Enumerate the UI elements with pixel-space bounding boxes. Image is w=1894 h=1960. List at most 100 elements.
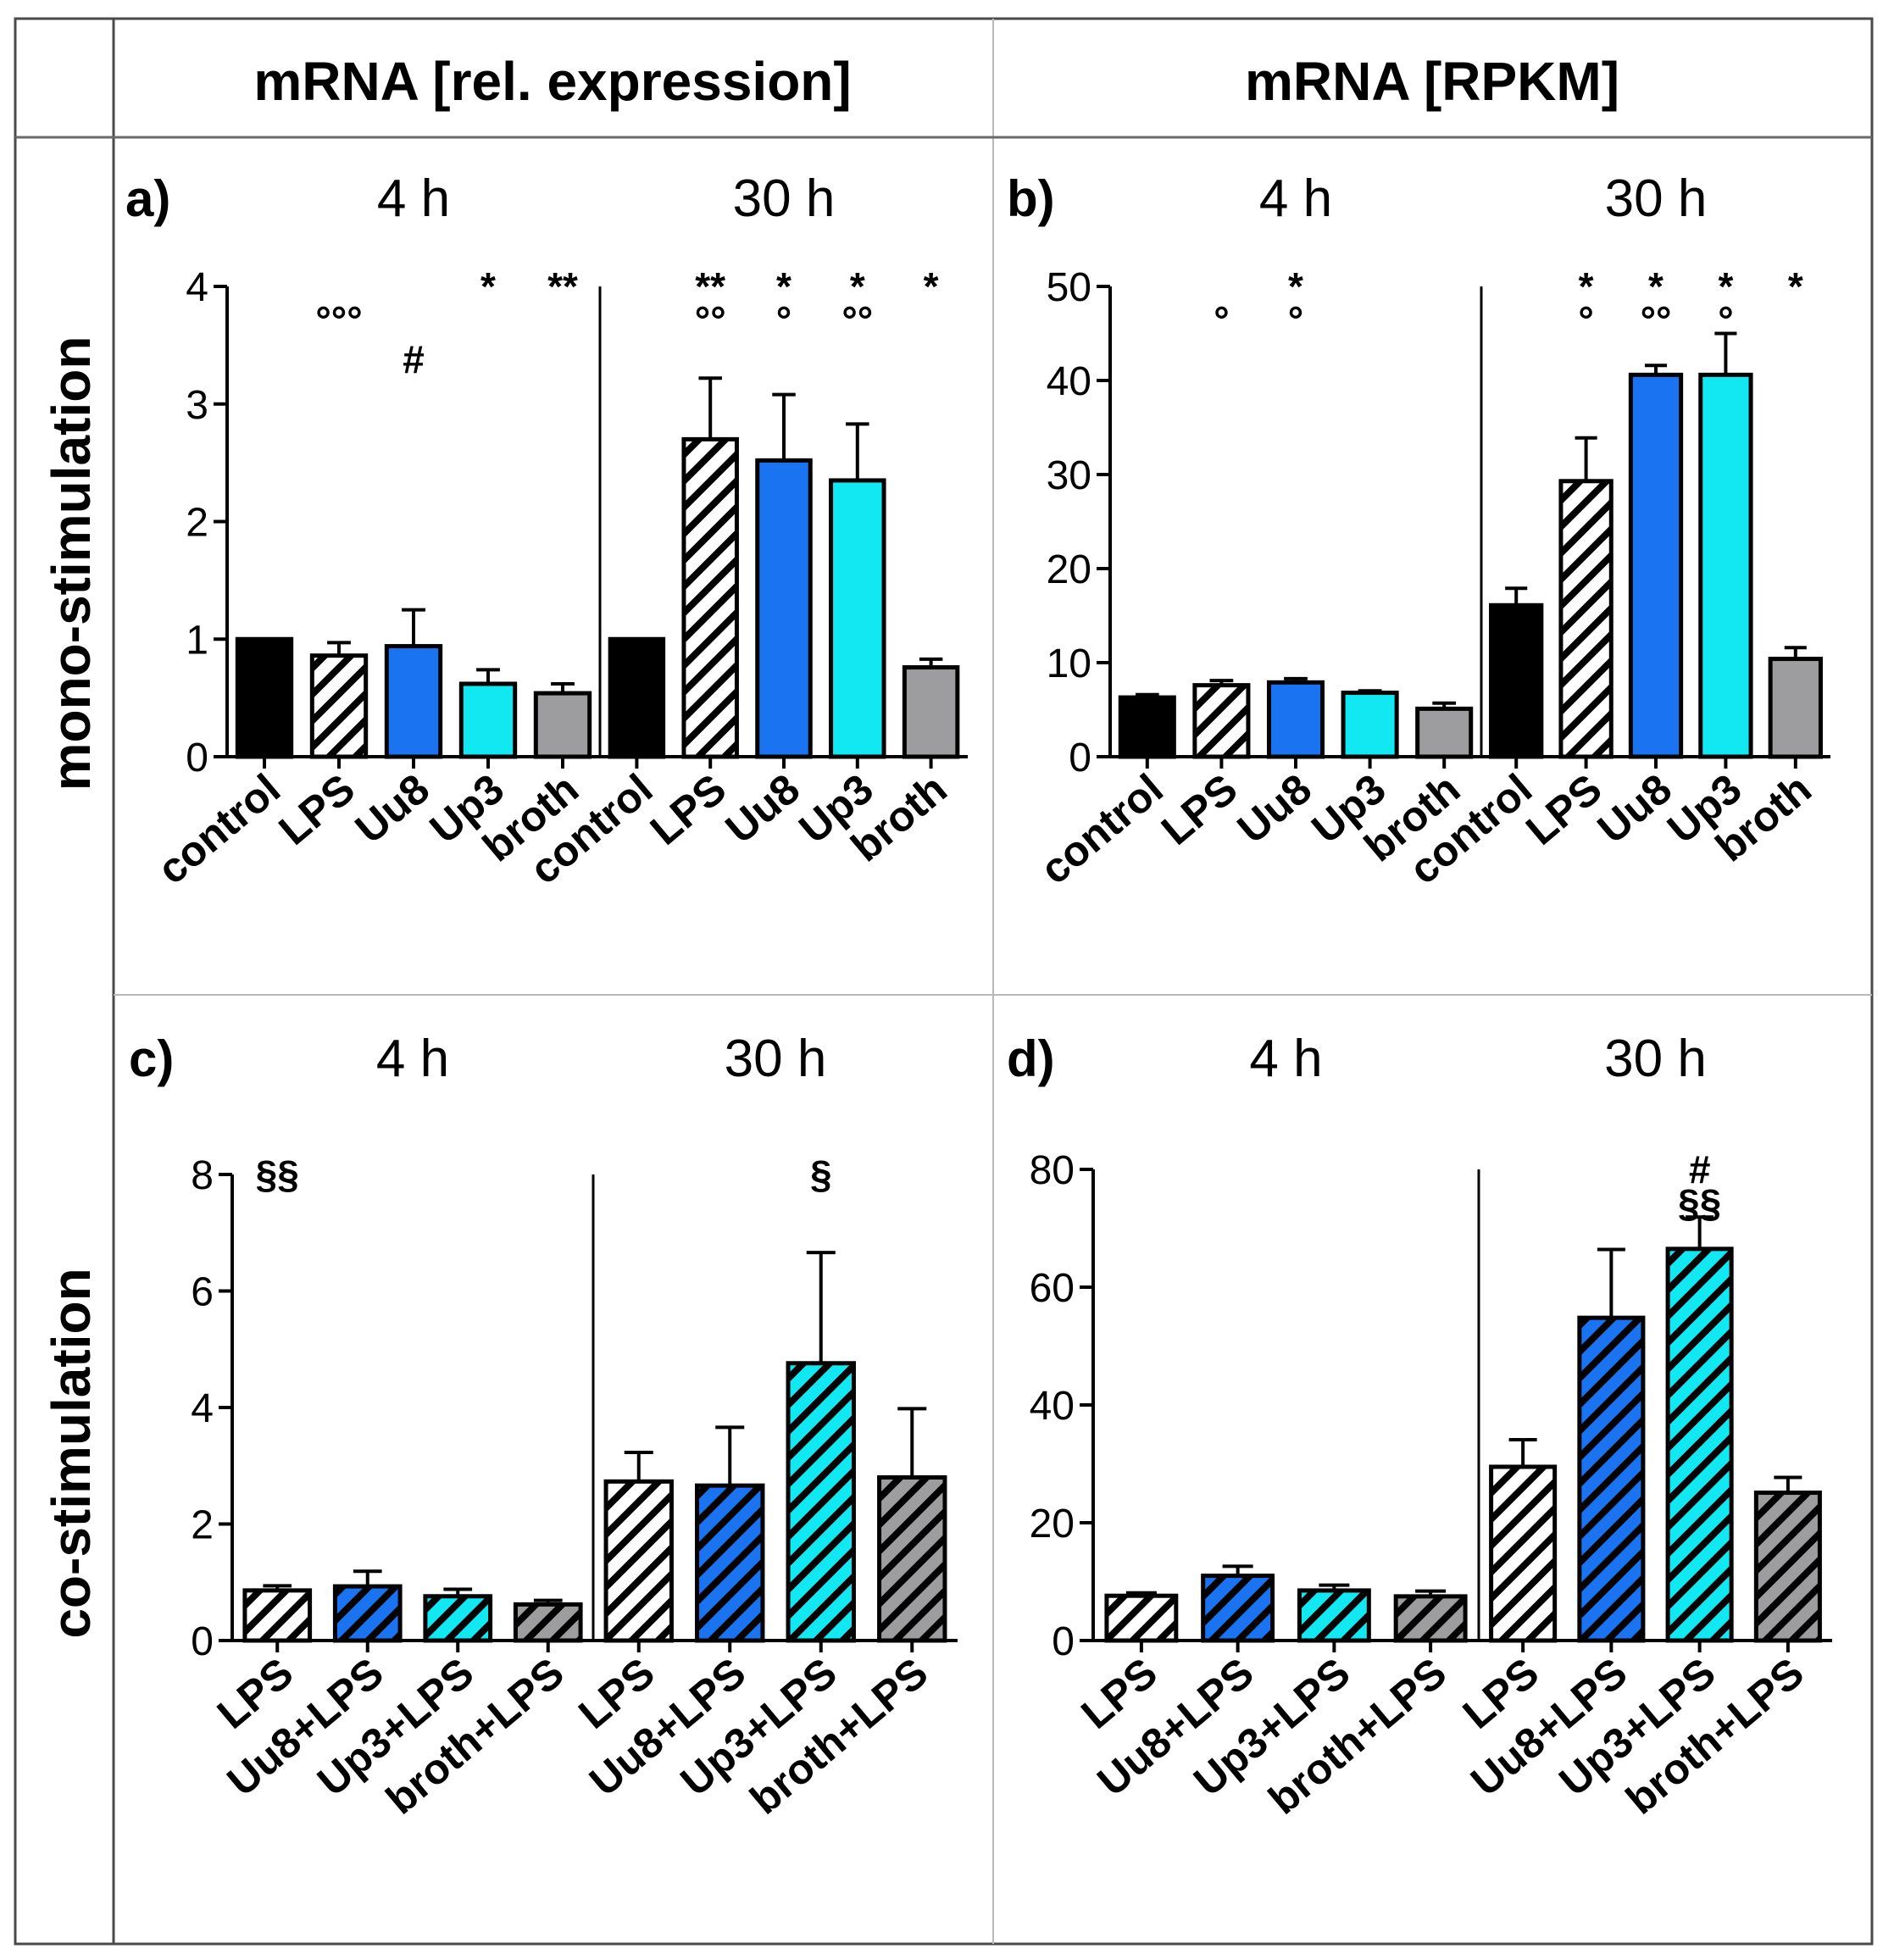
significance-marker: * bbox=[1288, 264, 1303, 308]
column-header-rpkm: mRNA [RPKM] bbox=[1245, 51, 1619, 112]
y-tick-label: 30 bbox=[1047, 453, 1091, 498]
significance-marker: * bbox=[1788, 264, 1803, 308]
x-category-label: Uu8 bbox=[1229, 765, 1320, 853]
y-tick-label: 2 bbox=[186, 501, 208, 546]
significance-marker: §§ bbox=[256, 1152, 299, 1197]
bar bbox=[235, 636, 294, 759]
table-frame bbox=[14, 17, 1874, 1946]
bar bbox=[877, 1475, 947, 1643]
row-header-mono-stimulation: mono-stimulation bbox=[41, 336, 102, 791]
column-header-rel-expression: mRNA [rel. expression] bbox=[253, 51, 851, 112]
panel-label: a) bbox=[125, 170, 170, 227]
bar bbox=[458, 681, 518, 759]
significance-marker: °° bbox=[1641, 298, 1672, 342]
y-tick-label: 0 bbox=[191, 1619, 214, 1664]
bar bbox=[242, 1588, 313, 1643]
significance-marker: * bbox=[1648, 264, 1663, 308]
y-tick-label: 80 bbox=[1030, 1148, 1075, 1193]
bar bbox=[1628, 372, 1684, 759]
bar bbox=[681, 436, 739, 759]
y-tick-label: 10 bbox=[1047, 641, 1091, 686]
significance-marker: ° bbox=[1214, 298, 1229, 342]
bar bbox=[1489, 602, 1544, 759]
panel-label: c) bbox=[129, 1030, 174, 1087]
panel-label: d) bbox=[1007, 1030, 1055, 1087]
bar bbox=[533, 691, 592, 759]
y-tick-label: 8 bbox=[191, 1153, 214, 1198]
bar bbox=[603, 1479, 674, 1643]
y-tick-label: 2 bbox=[191, 1503, 214, 1548]
group-title: 30 h bbox=[725, 1030, 827, 1088]
bar bbox=[1558, 479, 1614, 759]
y-tick-label: 0 bbox=[186, 736, 208, 780]
y-tick-label: 20 bbox=[1047, 547, 1091, 592]
significance-marker: § bbox=[810, 1152, 832, 1197]
bar bbox=[1118, 695, 1176, 759]
significance-marker: * bbox=[776, 264, 791, 308]
significance-marker: * bbox=[480, 264, 496, 308]
bar bbox=[755, 458, 813, 759]
panel-label: b) bbox=[1007, 170, 1055, 227]
bar bbox=[1297, 1588, 1371, 1643]
row-header-co-stimulation: co-stimulation bbox=[41, 1268, 102, 1638]
bar bbox=[608, 636, 666, 759]
significance-marker: # bbox=[1689, 1147, 1711, 1191]
y-tick-label: 4 bbox=[186, 265, 208, 310]
y-tick-label: 40 bbox=[1047, 359, 1091, 404]
bar bbox=[513, 1602, 583, 1643]
y-tick-label: 1 bbox=[186, 618, 208, 663]
significance-marker: ** bbox=[695, 264, 725, 308]
y-tick-label: 40 bbox=[1030, 1384, 1075, 1429]
bar bbox=[1665, 1247, 1734, 1643]
y-tick-label: 4 bbox=[191, 1386, 214, 1431]
y-tick-label: 50 bbox=[1047, 265, 1091, 310]
group-title: 4 h bbox=[376, 1030, 449, 1088]
significance-marker: °°° bbox=[315, 298, 362, 342]
significance-marker: * bbox=[924, 264, 939, 308]
bar bbox=[695, 1483, 765, 1643]
bar bbox=[1753, 1491, 1822, 1643]
group-title: 4 h bbox=[377, 169, 450, 228]
bar bbox=[423, 1594, 493, 1643]
bar bbox=[1489, 1464, 1558, 1643]
bar bbox=[1415, 706, 1474, 759]
group-title: 30 h bbox=[1604, 1030, 1707, 1088]
significance-marker: °° bbox=[695, 298, 726, 342]
x-category-label: control bbox=[1031, 765, 1172, 894]
significance-marker: ° bbox=[1288, 298, 1303, 342]
bar bbox=[384, 644, 443, 759]
y-tick-label: 6 bbox=[191, 1270, 214, 1315]
bar bbox=[1341, 691, 1399, 759]
x-category-label: LPS bbox=[642, 765, 735, 854]
bar bbox=[1201, 1574, 1275, 1643]
significance-marker: # bbox=[403, 337, 425, 381]
group-title: 4 h bbox=[1249, 1030, 1322, 1088]
group-title: 30 h bbox=[1605, 169, 1708, 228]
significance-marker: ° bbox=[1578, 298, 1593, 342]
significance-marker: °° bbox=[841, 298, 873, 342]
x-category-label: control bbox=[148, 765, 289, 894]
bar bbox=[1577, 1315, 1646, 1643]
significance-marker: ° bbox=[1718, 298, 1733, 342]
y-tick-label: 0 bbox=[1052, 1619, 1075, 1664]
group-title: 4 h bbox=[1259, 169, 1332, 228]
y-tick-label: 0 bbox=[1069, 736, 1091, 780]
bar bbox=[1266, 680, 1325, 759]
x-category-label: LPS bbox=[270, 765, 364, 854]
group-title: 30 h bbox=[733, 169, 836, 228]
x-category-label: LPS bbox=[1153, 765, 1246, 854]
significance-marker: * bbox=[850, 264, 865, 308]
bar bbox=[1768, 657, 1823, 759]
bar bbox=[1192, 683, 1251, 759]
bar bbox=[829, 478, 886, 759]
bar bbox=[786, 1361, 856, 1643]
x-category-label: Uu8 bbox=[347, 765, 438, 853]
bar bbox=[1104, 1593, 1179, 1643]
significance-marker: ° bbox=[776, 298, 791, 342]
significance-marker: * bbox=[1718, 264, 1733, 308]
significance-marker: * bbox=[1579, 264, 1594, 308]
